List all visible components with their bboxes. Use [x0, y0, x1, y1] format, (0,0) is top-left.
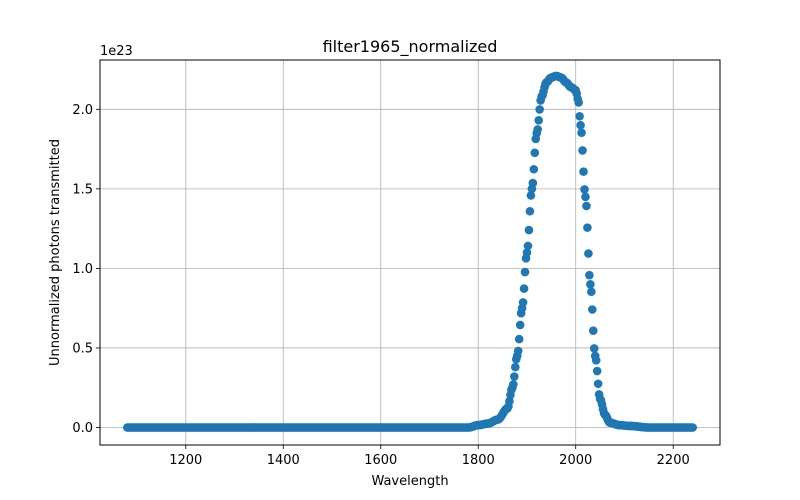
data-point: [588, 305, 597, 314]
data-point: [529, 164, 539, 174]
data-point: [528, 178, 538, 188]
data-point: [585, 270, 594, 280]
data-point: [586, 280, 595, 289]
data-point: [514, 334, 524, 344]
data-point: [579, 167, 588, 176]
data-point: [582, 201, 591, 211]
grid-lines: [100, 60, 720, 445]
y-axis-ticks: 0.0 0.5 1.0 1.5 2.0: [72, 103, 100, 436]
y-axis-label: Unnormalized photons transmitted: [48, 139, 63, 366]
data-point: [523, 241, 533, 251]
data-point: [510, 362, 520, 372]
data-point: [688, 423, 697, 432]
data-point: [581, 192, 590, 202]
chart-title: filter1965_normalized: [323, 37, 498, 57]
data-point: [510, 372, 519, 381]
data-point: [525, 206, 535, 216]
data-point: [509, 380, 518, 389]
data-point: [515, 320, 525, 330]
x-tick-label: 2000: [559, 453, 592, 468]
data-point: [591, 356, 601, 365]
x-tick-label: 1600: [364, 453, 397, 468]
data-point: [584, 249, 593, 258]
data-point: [520, 267, 530, 277]
data-point: [575, 111, 584, 121]
data-point: [578, 146, 587, 155]
x-tick-label: 1800: [462, 453, 495, 468]
x-tick-label: 1400: [267, 453, 300, 468]
x-tick-label: 1200: [169, 453, 202, 468]
data-points: [123, 71, 697, 432]
data-point: [588, 326, 598, 336]
data-point: [513, 346, 523, 356]
data-point: [533, 125, 542, 134]
data-point: [587, 287, 596, 297]
data-point: [593, 379, 603, 389]
y-tick-label: 1.5: [72, 182, 93, 197]
y-tick-label: 0.0: [72, 421, 93, 436]
data-point: [576, 120, 585, 130]
y-offset-label: 1e23: [100, 44, 133, 59]
y-tick-label: 1.0: [72, 262, 93, 277]
data-point: [534, 116, 543, 125]
data-point: [592, 366, 602, 376]
x-axis-label: Wavelength: [371, 474, 448, 489]
data-point: [519, 284, 529, 293]
x-axis-ticks: 1200 1400 1600 1800 2000 2200: [169, 445, 690, 468]
data-point: [574, 98, 583, 107]
data-point: [535, 105, 544, 114]
data-point: [522, 248, 532, 257]
data-point: [524, 225, 534, 235]
data-point: [518, 298, 528, 307]
y-tick-label: 2.0: [72, 103, 93, 118]
data-point: [577, 128, 586, 137]
data-point: [589, 344, 599, 353]
data-point: [530, 148, 540, 158]
data-point: [583, 223, 592, 232]
data-point: [526, 191, 536, 200]
x-tick-label: 2200: [657, 453, 690, 468]
data-point: [580, 185, 589, 194]
y-tick-label: 0.5: [72, 341, 93, 356]
plot-frame: [99, 59, 721, 446]
